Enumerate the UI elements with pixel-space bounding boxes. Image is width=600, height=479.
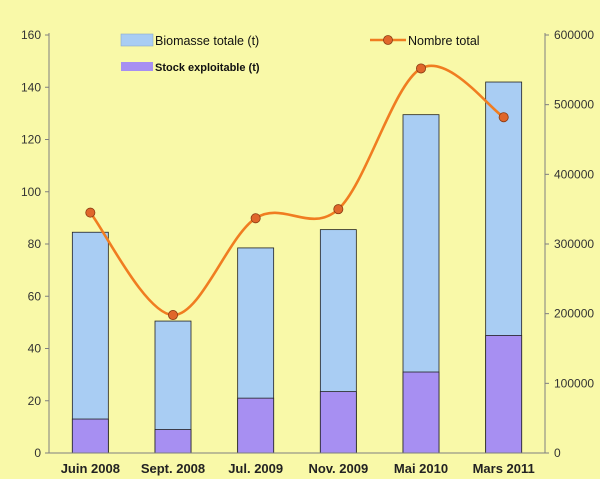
legend-label-exploitable-stock: Stock exploitable (t) [155, 62, 260, 74]
category-label: Mai 2010 [394, 461, 448, 476]
left-tick-label: 60 [28, 289, 42, 303]
left-tick-label: 140 [21, 80, 41, 94]
left-axis-ticks: 0 20 40 60 80 100 120 140 160 [21, 28, 49, 460]
bar-exploitable-stock [485, 335, 523, 454]
total-number-line [85, 63, 509, 321]
legend: Biomasse totale (t) Stock exploitable (t… [120, 33, 480, 74]
legend-marker-total-number [383, 35, 393, 45]
total-number-point [167, 310, 178, 321]
left-tick-label: 80 [28, 237, 42, 251]
right-tick-label: 600000 [554, 28, 594, 42]
right-tick-label: 0 [554, 446, 561, 460]
total-number-point [85, 207, 96, 218]
category-label: Jul. 2009 [228, 461, 283, 476]
bar-exploitable-stock [402, 371, 440, 454]
left-tick-label: 40 [28, 342, 42, 356]
category-label: Nov. 2009 [308, 461, 368, 476]
right-tick-label: 100000 [554, 376, 594, 390]
exploitable-stock-bars [71, 335, 523, 454]
legend-swatch-total-biomass [120, 33, 154, 47]
left-tick-label: 0 [34, 446, 41, 460]
left-tick-label: 120 [21, 133, 41, 147]
right-axis-ticks: 0 100000 200000 300000 400000 500000 600000 [545, 28, 594, 460]
right-tick-label: 300000 [554, 237, 594, 251]
right-tick-label: 400000 [554, 167, 594, 181]
category-label: Juin 2008 [61, 461, 120, 476]
left-tick-label: 20 [28, 394, 42, 408]
legend-label-total-number: Nombre total [408, 34, 480, 48]
bar-exploitable-stock [71, 418, 109, 454]
right-tick-label: 200000 [554, 307, 594, 321]
total-number-point [498, 112, 509, 123]
bar-exploitable-stock [154, 429, 192, 454]
legend-swatch-exploitable-stock [121, 62, 153, 71]
left-tick-label: 160 [21, 28, 41, 42]
category-label: Mars 2011 [473, 461, 535, 476]
category-labels: Juin 2008 Sept. 2008 Jul. 2009 Nov. 2009 Mai… [61, 461, 535, 476]
total-number-point [333, 204, 344, 215]
left-tick-label: 100 [21, 185, 41, 199]
total-number-point [415, 63, 426, 74]
bar-exploitable-stock [319, 391, 357, 454]
legend-label-total-biomass: Biomasse totale (t) [155, 34, 259, 48]
bar-exploitable-stock [237, 397, 275, 454]
total-number-point [250, 213, 261, 224]
bar-total-biomass [71, 231, 109, 454]
right-tick-label: 500000 [554, 98, 594, 112]
category-label: Sept. 2008 [141, 461, 205, 476]
